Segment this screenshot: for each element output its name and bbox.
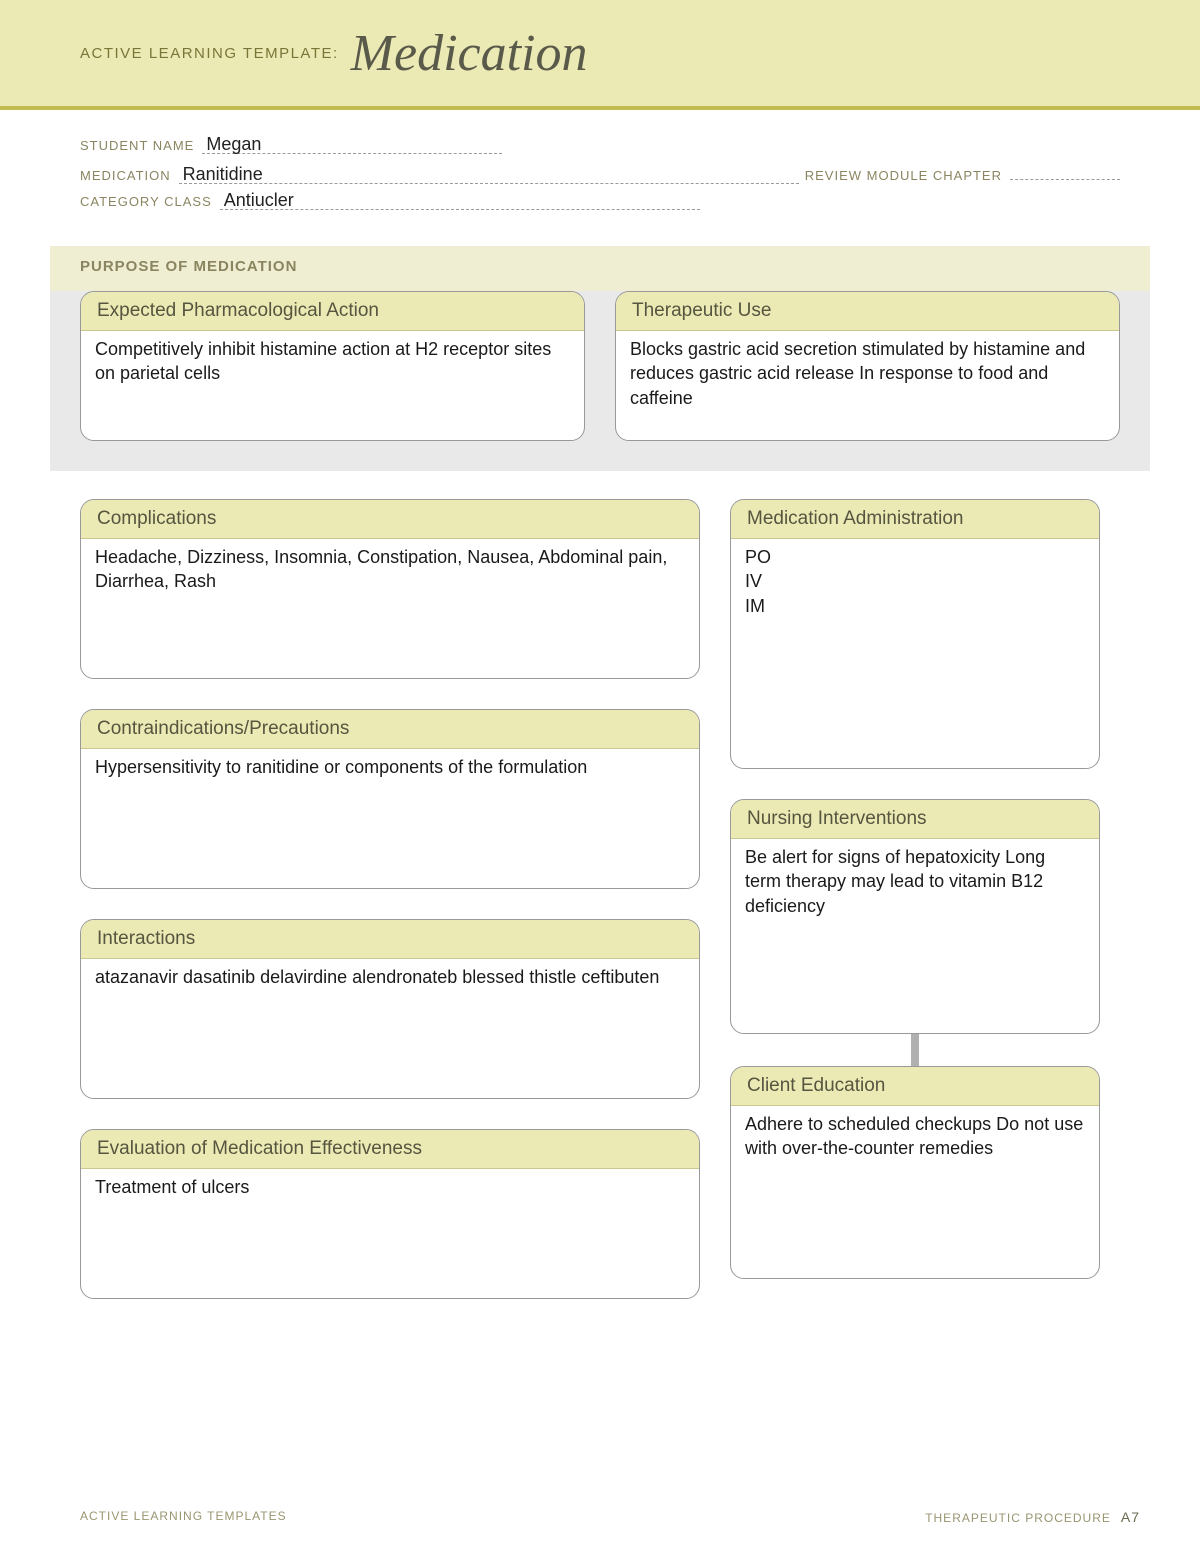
value-review [1010,160,1120,180]
label-category: CATEGORY CLASS [80,194,212,209]
footer-left: ACTIVE LEARNING TEMPLATES [80,1509,287,1525]
connector-line [911,1034,919,1066]
card-title: Contraindications/Precautions [81,710,699,749]
card-body: PO IV IM [731,539,1099,768]
purpose-band: PURPOSE OF MEDICATION [50,246,1150,291]
label-student-name: STUDENT NAME [80,138,194,153]
value-medication: Ranitidine [179,164,799,184]
card-title: Interactions [81,920,699,959]
column-left: Complications Headache, Dizziness, Insom… [80,499,700,1299]
row-category: CATEGORY CLASS Antiucler [80,190,1120,210]
card-body: Blocks gastric acid secretion stimulated… [616,331,1119,440]
purpose-card-row: Expected Pharmacological Action Competit… [50,291,1150,471]
card-body: Headache, Dizziness, Insomnia, Constipat… [81,539,699,678]
label-review: REVIEW MODULE CHAPTER [805,168,1002,183]
card-nursing: Nursing Interventions Be alert for signs… [730,799,1100,1034]
header-band: ACTIVE LEARNING TEMPLATE: Medication [0,0,1200,110]
card-med-admin: Medication Administration PO IV IM [730,499,1100,769]
card-complications: Complications Headache, Dizziness, Insom… [80,499,700,679]
card-pharm-action: Expected Pharmacological Action Competit… [80,291,585,441]
footer-right-label: THERAPEUTIC PROCEDURE [925,1511,1111,1525]
card-body: Be alert for signs of hepatoxicity Long … [731,839,1099,1033]
row-medication: MEDICATION Ranitidine REVIEW MODULE CHAP… [80,160,1120,184]
row-student-name: STUDENT NAME Megan [80,134,1120,154]
card-title: Complications [81,500,699,539]
footer-page: A7 [1121,1509,1140,1525]
card-title: Medication Administration [731,500,1099,539]
label-medication: MEDICATION [80,168,171,183]
card-title: Evaluation of Medication Effectiveness [81,1130,699,1169]
card-body: Adhere to scheduled checkups Do not use … [731,1106,1099,1278]
card-title: Expected Pharmacological Action [81,292,584,331]
footer: ACTIVE LEARNING TEMPLATES THERAPEUTIC PR… [80,1509,1140,1525]
card-therapeutic-use: Therapeutic Use Blocks gastric acid secr… [615,291,1120,441]
value-student-name: Megan [202,134,502,154]
header-title: Medication [351,24,588,83]
card-body: atazanavir dasatinib delavirdine alendro… [81,959,699,1098]
card-body: Competitively inhibit histamine action a… [81,331,584,440]
card-title: Client Education [731,1067,1099,1106]
value-category: Antiucler [220,190,700,210]
card-evaluation: Evaluation of Medication Effectiveness T… [80,1129,700,1299]
form-area: STUDENT NAME Megan MEDICATION Ranitidine… [0,110,1200,226]
column-right: Medication Administration PO IV IM Nursi… [730,499,1100,1299]
card-title: Nursing Interventions [731,800,1099,839]
purpose-title: PURPOSE OF MEDICATION [80,258,1120,275]
main-columns: Complications Headache, Dizziness, Insom… [80,499,1120,1299]
card-body: Hypersensitivity to ranitidine or compon… [81,749,699,888]
card-client-education: Client Education Adhere to scheduled che… [730,1066,1100,1279]
card-title: Therapeutic Use [616,292,1119,331]
card-interactions: Interactions atazanavir dasatinib delavi… [80,919,700,1099]
card-contraindications: Contraindications/Precautions Hypersensi… [80,709,700,889]
header-prefix: ACTIVE LEARNING TEMPLATE: [80,45,339,62]
card-body: Treatment of ulcers [81,1169,699,1298]
